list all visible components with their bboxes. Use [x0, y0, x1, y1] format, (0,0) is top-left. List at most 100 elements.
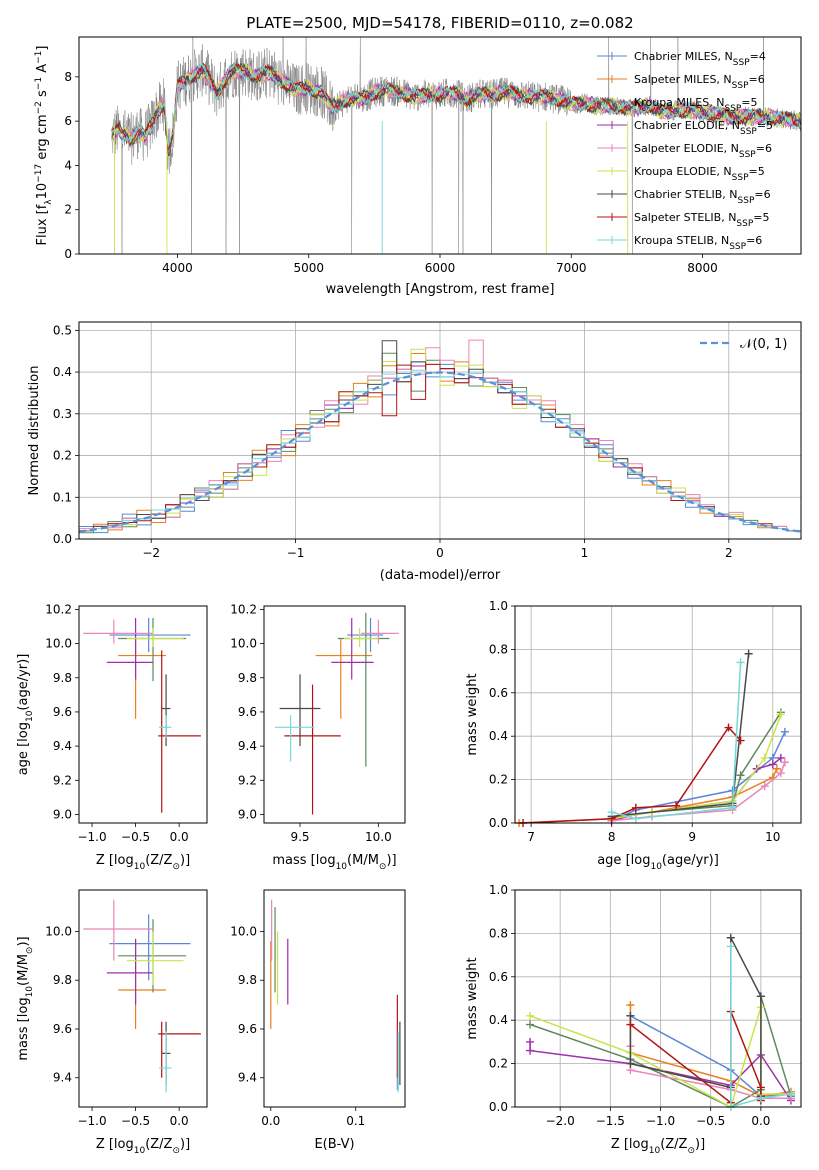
y-tick-label: 0.8: [489, 926, 508, 940]
y-tick-label: 9.8: [53, 973, 72, 987]
label-part: )]: [180, 853, 190, 868]
label-part: =5: [749, 165, 765, 178]
y-tick-label: 0.2: [489, 773, 508, 787]
y-axis-label: age [log10(age/yr)]: [16, 654, 35, 776]
x-tick-label: 0.0: [170, 830, 189, 844]
axes-frame: [78, 889, 208, 1108]
label-part: 10: [25, 986, 35, 998]
x-tick-label: −2.0: [546, 1114, 575, 1128]
y-axis-label: mass [log10(M/M⊙)]: [16, 936, 35, 1060]
error-point: [347, 617, 384, 653]
label-part: (M/M: [16, 954, 31, 986]
x-tick-label: 0: [436, 546, 444, 560]
y-tick-label: 9.0: [238, 807, 257, 821]
error-point: [331, 617, 374, 680]
axes-frame: [263, 605, 406, 824]
x-tick-label: 9: [688, 830, 696, 844]
label-part: Kroupa MILES, N: [634, 96, 724, 109]
y-tick-label: 2: [64, 203, 72, 217]
x-tick-label: 0.0: [261, 1114, 280, 1128]
weight-marker: [726, 942, 735, 951]
weight-marker: [626, 1001, 635, 1010]
error-point: [158, 650, 201, 813]
weight-marker: [526, 1046, 535, 1055]
panel-spectrum: 4000 5000 6000 7000 8000 0 2 4 6 8 Chabrier MILES,…: [34, 36, 802, 297]
y-tick-label: 1.0: [489, 883, 508, 897]
label-part: Kroupa STELIB, N: [634, 234, 729, 247]
weight-marker: [780, 758, 789, 767]
label-part: Chabrier ELODIE, N: [634, 119, 740, 132]
label-part: (age/yr)]: [662, 853, 719, 868]
y-axis-label: Normed distribution: [27, 366, 42, 496]
error-point: [279, 674, 321, 747]
panel-age_vs_mass: 9.5 10.0 9.0 9.2 9.4 9.6 9.8 10.0 10.2 mass [log1…: [230, 602, 406, 872]
x-axis-label: age [log10(age/yr)]: [597, 853, 719, 872]
y-tick-label: 9.6: [238, 1022, 257, 1036]
weight-marker: [760, 753, 769, 762]
y-tick-label: 4: [64, 158, 72, 172]
weight-marker: [736, 658, 745, 667]
x-tick-label: −1.0: [77, 1114, 106, 1128]
y-tick-label: 0.0: [489, 1100, 508, 1114]
x-tick-label: 10: [765, 830, 780, 844]
legend-entry: Chabrier ELODIE, NSSP=5: [634, 119, 773, 137]
panel-residuals: −2 −1 0 1 2 0.0 0.1 0.2 0.3 0.4 0.5 𝒩(0, 1) (data-mo…: [27, 321, 802, 583]
y-tick-label: 9.2: [238, 773, 257, 787]
label-part: −2: [34, 101, 44, 114]
plot-area: [79, 339, 801, 534]
y-tick-label: 0.8: [489, 642, 508, 656]
weight-marker: [736, 736, 745, 745]
error-point: [126, 628, 184, 648]
weight-marker: [607, 808, 616, 817]
x-tick-label: 6000: [425, 261, 456, 275]
y-tick-label: 9.4: [238, 1071, 257, 1085]
x-axis-label: Z [log10(Z/Z⊙)]: [96, 1137, 190, 1156]
label-part: Salpeter MILES, N: [634, 73, 732, 86]
x-tick-label: 7: [527, 830, 535, 844]
legend-entry: Salpeter ELODIE, NSSP=6: [634, 142, 772, 160]
label-part: 10: [25, 710, 35, 722]
normal-curve: [79, 371, 801, 533]
label-part: ⊙: [687, 1146, 695, 1156]
error-point: [106, 617, 154, 680]
y-tick-label: 9.8: [238, 973, 257, 987]
weight-marker: [756, 1083, 765, 1092]
label-part: mass [log: [272, 853, 335, 868]
y-axis-label: Flux [fλ10−17 erg cm−2 s−1 A−1]: [34, 46, 54, 246]
y-tick-label: 10.2: [230, 602, 257, 616]
label-part: ]: [35, 46, 50, 51]
legend-entry: Kroupa MILES, NSSP=5: [634, 96, 758, 114]
error-point: [337, 612, 390, 767]
label-part: SSP: [738, 196, 755, 206]
x-tick-label: 0.0: [751, 1114, 770, 1128]
label-part: −17: [34, 164, 44, 183]
axes-frame: [78, 36, 802, 255]
label-part: s: [35, 90, 50, 101]
error-point: [159, 1031, 172, 1093]
label-part: SSP: [729, 242, 746, 252]
weight-marker: [760, 782, 769, 791]
weight-series: [611, 711, 782, 818]
weight-marker: [726, 933, 735, 942]
label-part: mass [log: [16, 997, 31, 1060]
label-part: Salpeter STELIB, N: [634, 211, 736, 224]
label-part: =5: [741, 96, 757, 109]
label-part: =4: [750, 50, 766, 63]
y-tick-label: 0.4: [489, 1013, 508, 1027]
x-axis-label: Z [log10(Z/Z⊙)]: [611, 1137, 705, 1156]
y-tick-label: 0.2: [489, 1057, 508, 1071]
y-axis-label: mass weight: [465, 957, 480, 1039]
weight-marker: [724, 723, 733, 732]
x-tick-label: −0.5: [121, 830, 150, 844]
panel-age_vs_Z: −1.0 −0.5 0.0 9.0 9.2 9.4 9.6 9.8 10.0 10.2 Z [log…: [16, 602, 208, 872]
weight-marker: [672, 801, 681, 810]
label-part: A: [35, 64, 50, 77]
legend-entry: Chabrier STELIB, NSSP=6: [634, 188, 771, 206]
x-tick-label: 8: [608, 830, 616, 844]
x-tick-label: −1: [287, 546, 305, 560]
weight-marker: [736, 771, 745, 780]
label-part: )]: [16, 936, 31, 946]
x-tick-label: 9.5: [290, 830, 309, 844]
x-tick-label: 10.0: [365, 830, 392, 844]
